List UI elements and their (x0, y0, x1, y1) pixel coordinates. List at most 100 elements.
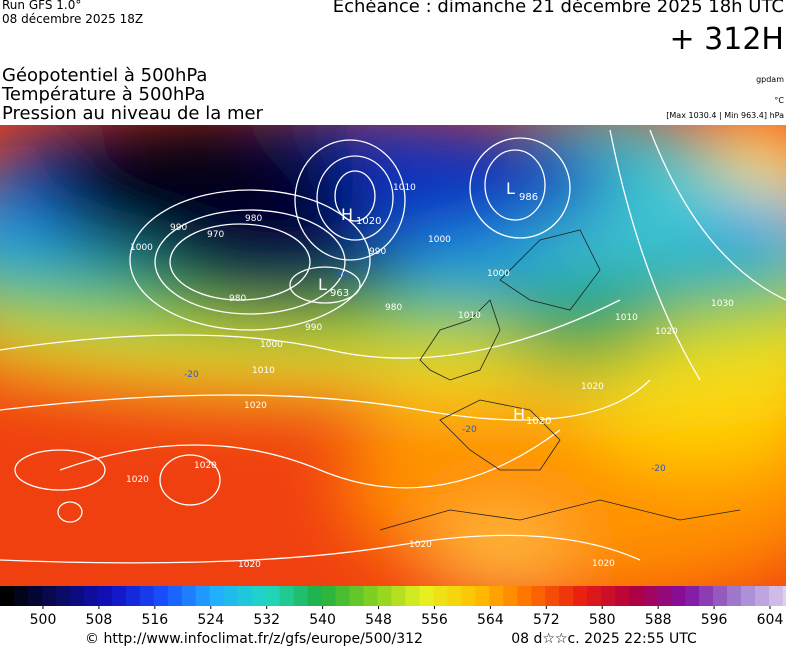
color-swatch (69, 586, 85, 606)
source: © http://www.infoclimat.fr/z/gfs/europe/… (85, 631, 423, 647)
tick-label: 604 (757, 612, 784, 628)
color-swatch (405, 586, 420, 606)
map-label: 1030 (711, 299, 734, 309)
map-label: 1000 (260, 340, 283, 350)
echeance: Echéance : dimanche 21 décembre 2025 18h… (333, 0, 784, 17)
color-swatch (615, 586, 630, 606)
color-swatch (447, 586, 462, 606)
color-swatch (13, 586, 29, 606)
map-label: 970 (207, 230, 224, 240)
color-swatch (419, 586, 434, 606)
map-label: 1010 (458, 311, 481, 321)
map-label: L (506, 179, 515, 198)
color-swatch (307, 586, 323, 606)
color-swatch (768, 586, 784, 606)
color-swatch (657, 586, 672, 606)
color-swatch (377, 586, 392, 606)
color-swatch (97, 586, 113, 606)
color-swatch (587, 586, 602, 606)
date: 08 d☆☆c. 2025 22:55 UTC (511, 631, 697, 647)
tick-label: 540 (309, 612, 336, 628)
map-label: 1010 (393, 183, 416, 193)
map-label: 1020 (238, 560, 261, 570)
legend-line: Pression au niveau de la mer (2, 103, 264, 124)
map-label: 990 (170, 223, 187, 233)
color-swatch (782, 586, 786, 606)
color-swatch (153, 586, 169, 606)
color-swatch (461, 586, 476, 606)
legend-line: Géopotentiel à 500hPa (2, 65, 207, 86)
color-swatch (573, 586, 588, 606)
color-swatch (489, 586, 504, 606)
tick-label: 596 (701, 612, 728, 628)
color-swatch (41, 586, 57, 606)
color-swatch (27, 586, 43, 606)
color-swatch (363, 586, 378, 606)
map-label: 1000 (130, 243, 153, 253)
color-swatch (167, 586, 183, 606)
map-label: 986 (519, 192, 538, 203)
color-swatch (685, 586, 700, 606)
color-swatch (279, 586, 295, 606)
color-swatch (223, 586, 239, 606)
tick-label: 588 (645, 612, 672, 628)
color-swatch (195, 586, 211, 606)
map-label: 1020 (194, 461, 217, 471)
color-swatch (209, 586, 225, 606)
map-label: 1020 (655, 327, 678, 337)
map-label: H (341, 205, 353, 224)
color-swatch (335, 586, 351, 606)
color-swatch (671, 586, 686, 606)
color-swatch (545, 586, 560, 606)
unit: [Max 1030.4 | Min 963.4] hPa (666, 111, 784, 120)
run-date: 08 décembre 2025 18Z (2, 12, 143, 26)
color-swatch (740, 586, 756, 606)
color-swatch (321, 586, 337, 606)
color-swatch (754, 586, 770, 606)
color-swatch (559, 586, 574, 606)
lead-time: + 312H (670, 22, 785, 57)
color-swatch (349, 586, 364, 606)
map-label: L (318, 275, 327, 294)
color-swatch (475, 586, 490, 606)
color-swatch (503, 586, 518, 606)
tick-label: 580 (589, 612, 616, 628)
color-swatch (727, 586, 742, 606)
tick-label: 548 (365, 612, 392, 628)
map-label: 1010 (252, 366, 275, 376)
map-label: 1020 (592, 559, 615, 569)
tick-label: 524 (197, 612, 224, 628)
map-label: 1020 (526, 416, 551, 427)
map-label: H (513, 405, 525, 424)
map-label: 1020 (356, 216, 381, 227)
legend-line: Température à 500hPa (1, 84, 205, 105)
color-swatch (55, 586, 71, 606)
color-swatch (83, 586, 99, 606)
color-swatch (629, 586, 644, 606)
tick-label: 572 (533, 612, 560, 628)
color-swatch (517, 586, 532, 606)
tick-label: 516 (141, 612, 168, 628)
color-swatch (0, 586, 15, 606)
unit: gpdam (756, 75, 784, 84)
map-label: 1000 (487, 269, 510, 279)
unit: °C (774, 96, 784, 105)
color-swatch (699, 586, 714, 606)
map-label: -30 (333, 271, 348, 281)
color-swatch (181, 586, 197, 606)
map-label: 1020 (581, 382, 604, 392)
map-label: -20 (651, 464, 666, 474)
map-label: -20 (184, 370, 199, 380)
tick-label: 508 (86, 612, 113, 628)
color-swatch (139, 586, 155, 606)
color-swatch (125, 586, 141, 606)
tick-label: 564 (477, 612, 504, 628)
color-swatch (293, 586, 309, 606)
tick-label: 532 (253, 612, 280, 628)
tick-label: 500 (30, 612, 57, 628)
map-label: -20 (462, 425, 477, 435)
map-label: 980 (385, 303, 402, 313)
color-swatch (601, 586, 616, 606)
